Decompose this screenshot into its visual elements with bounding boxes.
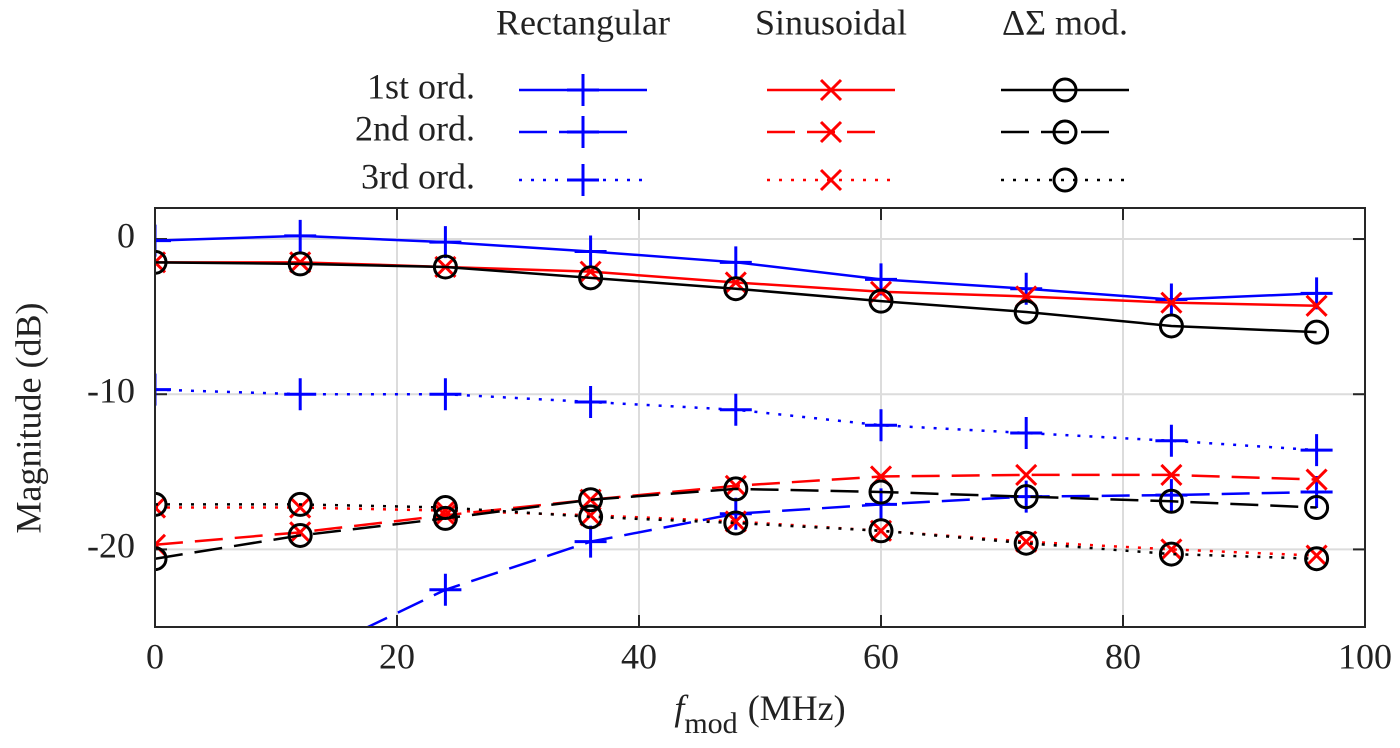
- marker-circle: [1052, 167, 1078, 193]
- marker-circle: [1304, 546, 1330, 572]
- marker-circle: [287, 251, 313, 277]
- legend-row-label: 3rd ord.: [361, 156, 475, 196]
- plot: [139, 219, 1333, 748]
- marker-circle: [1158, 541, 1184, 567]
- marker-plus: [1300, 434, 1333, 467]
- marker-plus: [155, 373, 171, 406]
- series-line: [155, 503, 1317, 560]
- series-line: [155, 487, 1317, 560]
- marker-circle: [432, 254, 458, 280]
- legend-column-label: Sinusoidal: [755, 2, 907, 42]
- x-tick-label: 40: [621, 636, 657, 676]
- marker-plus: [1155, 424, 1188, 457]
- legend-column-label: ΔΣ mod.: [1002, 2, 1128, 42]
- marker-circle: [1013, 299, 1039, 325]
- marker-plus: [155, 224, 171, 257]
- y-tick-label: -20: [87, 526, 135, 566]
- marker-plus: [429, 573, 462, 606]
- marker-x: [819, 120, 843, 144]
- x-label-unit: (MHz): [748, 688, 846, 728]
- marker-circle: [1052, 77, 1078, 103]
- x-tick-label: 20: [379, 636, 415, 676]
- marker-circle: [1013, 530, 1039, 556]
- marker-plus: [429, 226, 462, 259]
- marker-plus: [574, 235, 607, 268]
- marker-plus: [574, 525, 607, 558]
- marker-circle: [155, 491, 168, 517]
- marker-x: [1305, 294, 1328, 317]
- series-line: [155, 506, 1317, 557]
- x-tick-label: 60: [863, 636, 899, 676]
- y-tick-label: 0: [117, 215, 135, 255]
- series-line: [155, 388, 1317, 452]
- series-line: [155, 261, 1317, 334]
- marker-x: [1015, 463, 1038, 486]
- marker-circle: [868, 518, 894, 544]
- marker-plus: [719, 497, 752, 530]
- marker-circle: [723, 510, 749, 536]
- marker-plus: [139, 735, 171, 748]
- marker-x: [1305, 468, 1328, 491]
- y-axis-label: Magnitude (dB): [8, 303, 48, 534]
- marker-plus: [284, 378, 317, 411]
- x-axis-label: fmod (MHz): [674, 688, 845, 740]
- marker-plus: [865, 409, 897, 442]
- marker-circle: [578, 265, 604, 291]
- marker-plus: [284, 219, 317, 252]
- marker-circle: [155, 546, 168, 572]
- marker-plus: [1010, 272, 1043, 305]
- x-tick-label: 80: [1105, 636, 1141, 676]
- marker-x: [869, 280, 893, 303]
- marker-plus: [719, 393, 752, 426]
- legend-column-label: Rectangular: [496, 2, 670, 42]
- x-label-subscript: mod: [684, 707, 737, 740]
- marker-circle: [1304, 319, 1330, 345]
- marker-circle: [1304, 495, 1330, 521]
- marker-circle: [1158, 488, 1184, 514]
- marker-x: [155, 251, 167, 274]
- marker-circle: [1158, 313, 1184, 339]
- marker-x: [819, 78, 843, 102]
- marker-plus: [719, 246, 752, 279]
- marker-circle: [868, 479, 894, 505]
- marker-plus: [567, 116, 599, 148]
- y-tick-label: -10: [87, 370, 135, 410]
- marker-circle: [287, 522, 313, 548]
- marker-plus: [567, 74, 599, 106]
- marker-x: [1160, 463, 1183, 486]
- marker-circle: [723, 476, 749, 502]
- marker-plus: [429, 378, 462, 411]
- marker-circle: [578, 487, 604, 513]
- series-line: [365, 490, 1317, 627]
- marker-circle: [868, 288, 894, 314]
- marker-plus: [567, 164, 599, 196]
- legend-row-label: 2nd ord.: [355, 108, 475, 148]
- legend-row-label: 1st ord.: [367, 66, 475, 106]
- plot-area: [155, 208, 1365, 627]
- marker-circle: [1013, 484, 1039, 510]
- marker-circle: [432, 495, 458, 521]
- marker-plus: [574, 385, 607, 418]
- marker-x: [1160, 291, 1183, 314]
- marker-x: [1160, 538, 1183, 561]
- marker-x: [819, 168, 843, 192]
- axes-box: [154, 207, 1366, 628]
- marker-plus: [1155, 283, 1188, 316]
- marker-circle: [723, 276, 749, 302]
- marker-circle: [287, 491, 313, 517]
- marker-plus: [1010, 417, 1043, 450]
- marker-plus: [284, 644, 316, 676]
- x-tick-label: 100: [1338, 636, 1392, 676]
- legend: 1st ord.2nd ord. 3rd ord. Rectangular Sinus…: [355, 2, 1129, 196]
- marker-circle: [155, 249, 168, 275]
- marker-x: [869, 519, 893, 542]
- x-tick-label: 0: [146, 636, 164, 676]
- marker-circle: [1052, 119, 1078, 145]
- marker-circle: [578, 504, 604, 530]
